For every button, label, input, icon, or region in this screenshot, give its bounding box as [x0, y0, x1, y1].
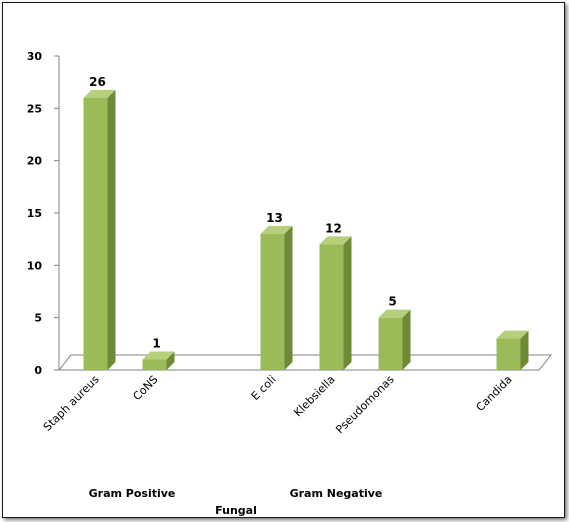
- y-tick-label: 15: [27, 207, 42, 220]
- data-label: 12: [325, 221, 342, 235]
- bar-front: [260, 233, 285, 370]
- bar: [142, 351, 175, 370]
- bar: [496, 330, 529, 370]
- bar-top: [83, 89, 116, 98]
- bar-side: [520, 330, 529, 370]
- chart-floor: [57, 354, 553, 371]
- y-tick-label: 25: [27, 102, 42, 115]
- group-label-fungal: Fungal: [215, 504, 257, 517]
- chart-floor-plane: [57, 354, 553, 371]
- category-label: Klebsiella: [291, 373, 337, 419]
- data-label: 1: [152, 337, 160, 351]
- bar-side: [166, 351, 175, 370]
- y-tick-label: 20: [27, 155, 43, 168]
- y-tick-label: 10: [27, 259, 43, 272]
- y-tick-label: 30: [27, 50, 43, 63]
- bar-side: [284, 225, 293, 370]
- data-label: 26: [89, 75, 106, 89]
- y-tick-label: 5: [34, 312, 42, 325]
- bar-side: [343, 236, 352, 370]
- bar-side: [107, 89, 116, 370]
- category-label: E coli: [249, 373, 279, 403]
- bar-top: [260, 225, 293, 234]
- bars: [83, 89, 529, 370]
- data-label: 13: [266, 211, 283, 225]
- bar-top: [142, 351, 175, 360]
- bar-top: [496, 330, 529, 339]
- bar-front: [378, 317, 403, 370]
- bar-front: [319, 244, 344, 370]
- category-label: Staph aureus: [41, 373, 102, 434]
- bar: [319, 236, 352, 370]
- bar: [378, 309, 411, 370]
- bar-top: [319, 236, 352, 245]
- bar-top: [378, 309, 411, 318]
- data-label: 5: [388, 295, 396, 309]
- group-label-gram-positive: Gram Positive: [89, 487, 176, 500]
- y-tick-label: 0: [34, 364, 42, 377]
- bar-front: [496, 338, 521, 370]
- axes: 0 5 10 15 20 25 30: [27, 50, 60, 377]
- category-label: Pseudomonas: [333, 373, 396, 436]
- bar: [260, 225, 293, 370]
- bar-front: [83, 97, 108, 370]
- category-label: Candida: [473, 373, 514, 414]
- bar-front: [142, 359, 167, 370]
- bar: [83, 89, 116, 370]
- group-label-gram-negative: Gram Negative: [290, 487, 383, 500]
- category-label: CoNS: [130, 373, 160, 403]
- bar-side: [402, 309, 411, 370]
